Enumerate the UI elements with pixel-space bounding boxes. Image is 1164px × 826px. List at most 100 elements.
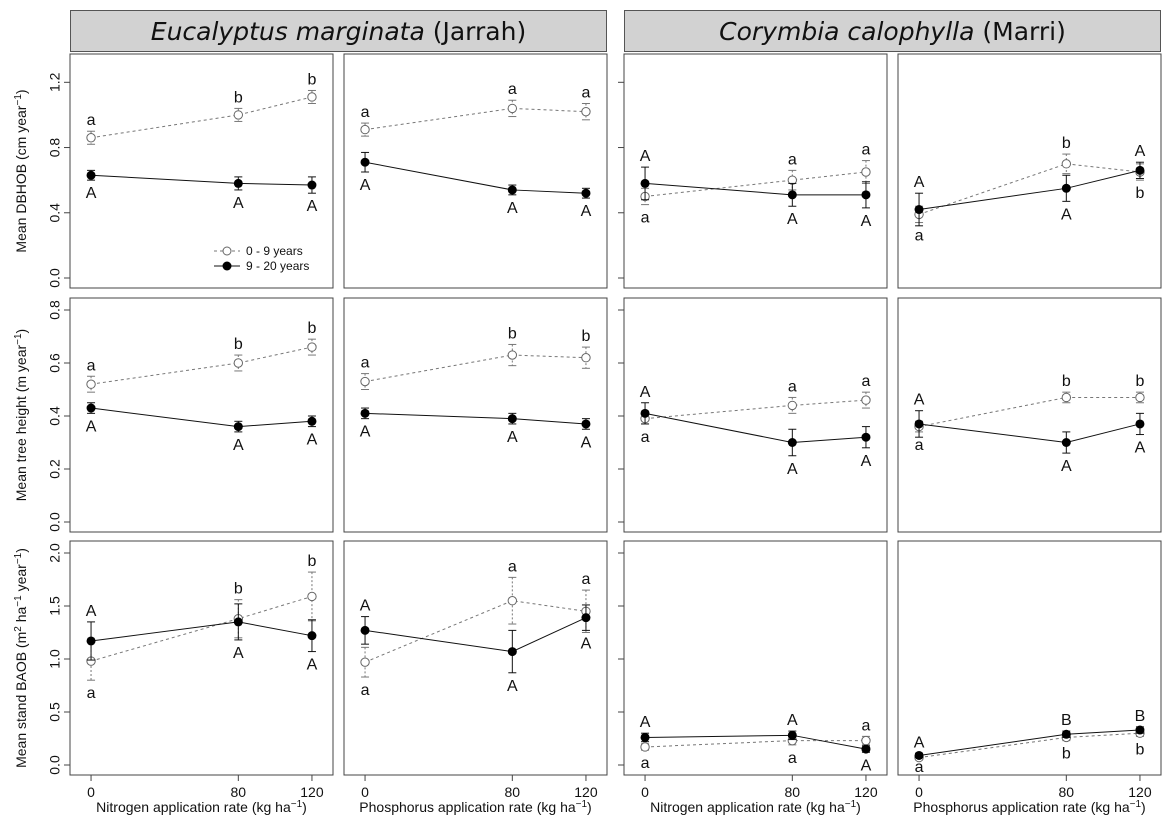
significance-letter-closed: A <box>86 185 97 202</box>
x-axis-label: Nitrogen application rate (kg ha−1) <box>650 799 861 816</box>
series-line-closed <box>364 617 587 653</box>
significance-letter-open: a <box>641 755 650 772</box>
significance-letter-open: b <box>1136 185 1145 202</box>
significance-letter-closed: A <box>861 453 872 470</box>
significance-letter-open: a <box>862 373 871 390</box>
legend-label-open: 0 - 9 years <box>246 244 303 258</box>
panel-frame <box>623 53 888 289</box>
significance-letter-open: a <box>788 151 797 168</box>
significance-letter-closed: A <box>507 429 518 446</box>
significance-letter-closed: B <box>1061 712 1072 729</box>
species-common-name: (Jarrah) <box>432 16 527 46</box>
significance-letter-open: a <box>361 682 370 699</box>
y-axis-label: Mean DBHOB (cm year−1) <box>13 89 30 252</box>
significance-letter-open: a <box>87 685 96 702</box>
significance-letter-open: b <box>234 336 243 353</box>
significance-letter-closed: A <box>581 203 592 220</box>
point-closed <box>640 408 650 418</box>
series-line-closed <box>918 729 1140 756</box>
series-line-closed <box>364 161 586 194</box>
panel-frame <box>69 297 334 533</box>
significance-letter-open: b <box>1062 135 1071 152</box>
series-line-open <box>364 600 587 663</box>
x-tick-label: 120 <box>574 784 598 800</box>
y-tick-label: 0.4 <box>47 406 63 426</box>
panel-frame <box>897 540 1162 776</box>
point-closed <box>360 625 370 635</box>
species-common-name: (Marri) <box>982 16 1066 46</box>
point-closed <box>787 438 797 447</box>
significance-letter-closed: A <box>307 657 318 674</box>
panel-r0-c0: 0.0 0.4 0.8 1.2 a Ab Ab A <box>47 53 334 289</box>
significance-letter-open: b <box>234 89 243 106</box>
significance-letter-open: a <box>508 81 517 98</box>
series-line-open <box>645 399 866 420</box>
significance-letter-open: b <box>1062 373 1071 390</box>
x-tick-label: 80 <box>785 784 801 800</box>
significance-letter-closed: A <box>914 734 925 751</box>
significance-letter-closed: A <box>787 211 798 228</box>
point-closed <box>1061 183 1071 193</box>
point-closed <box>581 188 591 198</box>
point-open <box>581 106 591 117</box>
series-line-open <box>90 96 313 139</box>
significance-letter-closed: A <box>787 461 798 478</box>
y-tick-label: 1.5 <box>47 596 63 616</box>
y-tick-label: 0.0 <box>47 268 63 288</box>
point-closed <box>233 178 243 188</box>
point-closed <box>1135 165 1145 175</box>
significance-letter-open: b <box>582 328 591 345</box>
significance-letter-open: a <box>582 571 591 588</box>
significance-letter-closed: A <box>581 434 592 451</box>
panel-r2-c1: 0 80 120 Aa a Aa A <box>343 540 608 800</box>
significance-letter-open: a <box>87 112 96 129</box>
significance-letter-open: b <box>1136 373 1145 390</box>
point-open <box>1061 392 1072 403</box>
x-tick-label: 80 <box>505 784 521 800</box>
significance-letter-open: a <box>641 429 650 446</box>
y-tick-label: 0.8 <box>47 138 63 158</box>
point-closed <box>307 180 317 190</box>
species-banner-marri: Corymbia calophylla (Marri) <box>624 10 1161 52</box>
significance-letter-closed: A <box>914 174 925 191</box>
series-line-closed <box>90 407 312 428</box>
point-open <box>307 591 317 602</box>
point-open <box>360 657 370 667</box>
y-tick-label: 0.2 <box>47 459 63 479</box>
point-closed <box>507 414 517 424</box>
point-open <box>307 92 317 102</box>
series-line-closed <box>645 182 866 196</box>
x-axis-label: Phosphorus application rate (kg ha−1) <box>359 799 591 816</box>
x-tick-label: 80 <box>231 784 247 800</box>
significance-letter-open: a <box>862 142 871 159</box>
x-tick-label: 120 <box>300 784 324 800</box>
point-closed <box>1135 725 1145 735</box>
species-name: Corymbia calophylla <box>719 16 975 46</box>
significance-letter-open: a <box>862 717 871 734</box>
significance-letter-closed: A <box>233 645 244 662</box>
panel-frame <box>623 540 888 776</box>
point-open <box>360 376 370 387</box>
series-line-open <box>918 732 1140 759</box>
significance-letter-closed: A <box>1061 458 1072 475</box>
point-open <box>1061 159 1072 169</box>
significance-letter-open: b <box>308 320 317 337</box>
panel-frame <box>623 297 888 533</box>
x-tick-label: 0 <box>915 784 923 800</box>
significance-letter-closed: A <box>1135 143 1146 160</box>
significance-letter-closed: A <box>1061 206 1072 223</box>
panel-r1-c3: Aa b Ab A <box>897 297 1162 533</box>
significance-letter-open: a <box>915 437 924 454</box>
series-line-open <box>364 107 586 131</box>
point-open <box>233 358 244 368</box>
significance-letter-closed: A <box>233 195 244 212</box>
significance-letter-open: a <box>641 210 650 227</box>
panel-r1-c1: a Ab Ab A <box>343 297 608 533</box>
y-tick-label: 2.0 <box>47 543 63 563</box>
x-tick-label: 0 <box>641 784 649 800</box>
point-closed <box>233 422 243 432</box>
significance-letter-closed: A <box>640 148 651 165</box>
significance-letter-open: a <box>508 558 517 575</box>
significance-letter-open: b <box>508 325 517 342</box>
